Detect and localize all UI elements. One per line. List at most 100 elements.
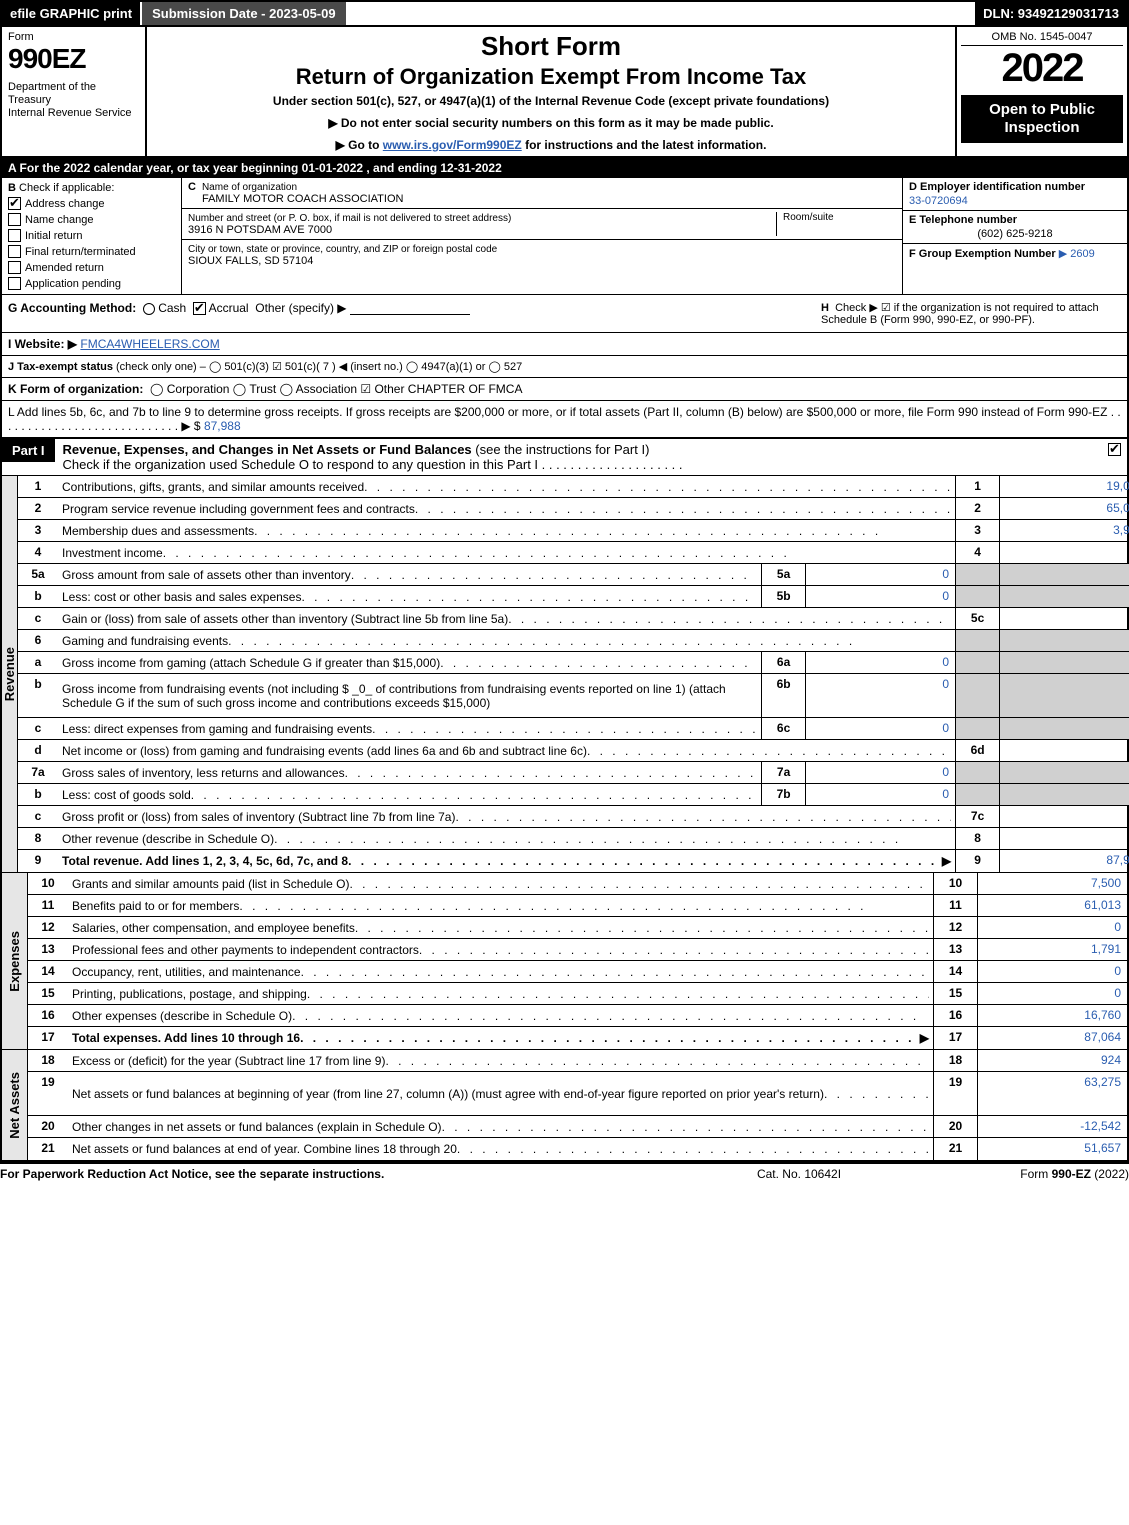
section-bcd: B Check if applicable: Address changeNam…: [0, 178, 1129, 295]
sub-line-value: 0: [805, 586, 955, 607]
website-link[interactable]: FMCA4WHEELERS.COM: [80, 337, 219, 351]
expenses-side-label: Expenses: [2, 873, 28, 1049]
cash-radio[interactable]: [143, 303, 155, 315]
ein: 33-0720694: [909, 195, 1121, 207]
line-number: 8: [18, 828, 58, 849]
line-box-num: 9: [955, 850, 999, 872]
line-desc-text: Net assets or fund balances at end of ye…: [72, 1142, 457, 1156]
accrual-check[interactable]: [193, 302, 206, 315]
sub-line-box: 6a: [761, 652, 805, 673]
line-desc-text: Contributions, gifts, grants, and simila…: [62, 480, 364, 494]
col-d: D Employer identification number 33-0720…: [902, 178, 1127, 294]
b-checkbox[interactable]: [8, 245, 21, 258]
header-left: Form 990EZ Department of the Treasury In…: [2, 27, 147, 156]
line-desc: Program service revenue including govern…: [58, 498, 955, 519]
i-label: I Website: ▶: [8, 337, 77, 351]
expenses-label: Expenses: [7, 931, 22, 992]
instr2-pre: ▶ Go to: [336, 138, 383, 152]
line-desc: Gross income from fundraising events (no…: [58, 674, 761, 717]
line-dots: . . . . . . . . . . . . . . . . . . . . …: [239, 899, 929, 913]
row-k: K Form of organization: ◯ Corporation ◯ …: [0, 378, 1129, 401]
line-number: 14: [28, 961, 68, 982]
line-desc: Less: cost or other basis and sales expe…: [58, 586, 761, 607]
line-desc: Excess or (deficit) for the year (Subtra…: [68, 1050, 933, 1071]
line-dots: . . . . . . . . . . . . . . . . . . . . …: [348, 854, 942, 868]
street-wrap: Number and street (or P. O. box, if mail…: [188, 212, 776, 236]
line-number: 19: [28, 1072, 68, 1115]
line-desc: Other changes in net assets or fund bala…: [68, 1116, 933, 1137]
net-label: Net Assets: [7, 1072, 22, 1139]
line-desc: Gross sales of inventory, less returns a…: [58, 762, 761, 783]
line-box-num: 20: [933, 1116, 977, 1137]
l-value: 87,988: [204, 419, 241, 433]
line-desc-text: Other changes in net assets or fund bala…: [72, 1120, 442, 1134]
line-desc: Other expenses (describe in Schedule O) …: [68, 1005, 933, 1026]
c-name-wrap: Name of organization FAMILY MOTOR COACH …: [202, 181, 896, 205]
sub-line-value: 0: [805, 652, 955, 673]
dept-label: Department of the Treasury Internal Reve…: [8, 81, 139, 121]
line-amount: 0: [977, 917, 1127, 938]
org-name: FAMILY MOTOR COACH ASSOCIATION: [202, 193, 404, 205]
ledger-line: 9Total revenue. Add lines 1, 2, 3, 4, 5c…: [18, 850, 1129, 872]
b-check-label: Application pending: [25, 278, 121, 290]
line-amount: 61,013: [977, 895, 1127, 916]
other-field[interactable]: [350, 301, 470, 315]
line-desc-text: Excess or (deficit) for the year (Subtra…: [72, 1054, 385, 1068]
instr2-post: for instructions and the latest informat…: [522, 138, 767, 152]
form-title: Return of Organization Exempt From Incom…: [155, 64, 947, 90]
ledger-line: 13Professional fees and other payments t…: [28, 939, 1127, 961]
line-number: 4: [18, 542, 58, 563]
form-header: Form 990EZ Department of the Treasury In…: [0, 27, 1129, 158]
b-checkbox[interactable]: [8, 277, 21, 290]
line-desc: Investment income . . . . . . . . . . . …: [58, 542, 955, 563]
dln: DLN: 93492129031713: [975, 2, 1127, 25]
ledger-line: 3Membership dues and assessments . . . .…: [18, 520, 1129, 542]
part1-title: Revenue, Expenses, and Changes in Net As…: [55, 439, 1102, 475]
e-phone-row: E Telephone number (602) 625-9218: [903, 211, 1127, 244]
line-amount: 65,013: [999, 498, 1129, 519]
line-number: 6: [18, 630, 58, 651]
line-desc: Membership dues and assessments . . . . …: [58, 520, 955, 541]
line-dots: . . . . . . . . . . . . . . . . . . . . …: [163, 546, 951, 560]
schedule-o-check[interactable]: [1108, 443, 1121, 456]
line-amount: [999, 652, 1129, 673]
phone: (602) 625-9218: [909, 228, 1121, 240]
line-desc-text: Occupancy, rent, utilities, and maintena…: [72, 965, 301, 979]
line-desc-text: Gross amount from sale of assets other t…: [62, 568, 351, 582]
line-box-num: 2: [955, 498, 999, 519]
irs-link[interactable]: www.irs.gov/Form990EZ: [383, 138, 522, 152]
part1-title-rest: (see the instructions for Part I): [472, 442, 650, 457]
line-amount: 0: [999, 608, 1129, 629]
b-checkbox[interactable]: [8, 261, 21, 274]
line-number: b: [18, 586, 58, 607]
b-checkbox[interactable]: [8, 213, 21, 226]
line-box-num: [955, 630, 999, 651]
short-form-title: Short Form: [155, 31, 947, 62]
b-checkbox[interactable]: [8, 229, 21, 242]
line-dots: . . . . . . . . . . . . . . . . . . . . …: [292, 1009, 929, 1023]
footer-cat: Cat. No. 10642I: [649, 1167, 949, 1181]
line-number: b: [18, 784, 58, 805]
line-dots: . . . . . . . . . . . . . . . . . . . . …: [301, 965, 929, 979]
line-box-num: 1: [955, 476, 999, 497]
line-desc-text: Less: direct expenses from gaming and fu…: [62, 722, 372, 736]
line-box-num: [955, 586, 999, 607]
b-checkbox[interactable]: [8, 197, 21, 210]
footer-right-pre: Form: [1020, 1167, 1051, 1181]
line-desc: Less: direct expenses from gaming and fu…: [58, 718, 761, 739]
line-desc-text: Grants and similar amounts paid (list in…: [72, 877, 349, 891]
line-desc-text: Total expenses. Add lines 10 through 16: [72, 1031, 300, 1045]
line-box-num: [955, 718, 999, 739]
line-amount: 0: [999, 828, 1129, 849]
line-dots: . . . . . . . . . . . . . . . . . . . . …: [349, 877, 929, 891]
footer-right: Form 990-EZ (2022): [949, 1167, 1129, 1181]
ledger-line: 8Other revenue (describe in Schedule O) …: [18, 828, 1129, 850]
line-desc-text: Gaming and fundraising events: [62, 634, 228, 648]
b-check-item: Initial return: [8, 229, 175, 242]
line-number: 13: [28, 939, 68, 960]
group-num: ▶ 2609: [1059, 248, 1095, 260]
efile-label[interactable]: efile GRAPHIC print: [2, 2, 140, 25]
line-desc: Net assets or fund balances at beginning…: [68, 1072, 933, 1115]
ledger-line: 16Other expenses (describe in Schedule O…: [28, 1005, 1127, 1027]
b-letter: B: [8, 182, 16, 194]
